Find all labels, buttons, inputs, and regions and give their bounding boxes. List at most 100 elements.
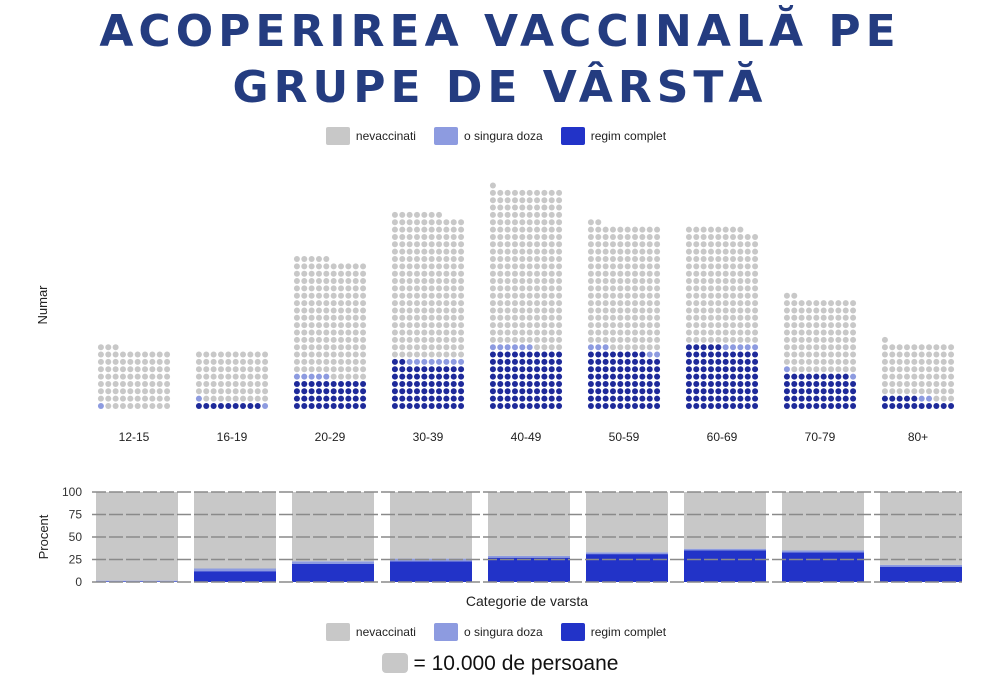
waffle-dot [737,373,744,380]
waffle-dot [842,344,849,351]
waffle-dot [722,285,729,292]
waffle-dot [391,373,398,380]
waffle-dot [595,329,602,336]
waffle-dot [315,322,322,329]
waffle-dot [391,241,398,248]
waffle-dot [308,314,315,321]
waffle-dot [504,248,511,255]
waffle-dot [609,270,616,277]
waffle-dot [436,263,443,270]
waffle-dot [519,322,526,329]
waffle-dot [609,366,616,373]
waffle-dot [896,358,903,365]
waffle-dot [654,248,661,255]
waffle-dot [918,358,925,365]
waffle-dot [737,380,744,387]
waffle-dot [730,344,737,351]
waffle-dot [685,300,692,307]
waffle-dot [399,285,406,292]
waffle-dot [744,395,751,402]
waffle-dot [896,380,903,387]
waffle-dot [97,366,104,373]
waffle-dot [722,263,729,270]
waffle-dot [254,373,261,380]
waffle-dot [602,278,609,285]
waffle-dot [293,329,300,336]
waffle-dot [737,366,744,373]
waffle-dot [617,336,624,343]
waffle-dot [330,358,337,365]
waffle-dot [406,263,413,270]
waffle-dot [526,380,533,387]
waffle-dot [556,278,563,285]
waffle-dot [646,380,653,387]
waffle-dot [632,336,639,343]
waffle-dot [850,358,857,365]
waffle-dot [247,373,254,380]
waffle-dot [700,270,707,277]
waffle-dot [707,358,714,365]
waffle-dot [534,403,541,409]
waffle-dot [134,388,141,395]
waffle-dot [722,403,729,409]
waffle-dot [602,263,609,270]
waffle-dot [458,336,465,343]
waffle-dot [436,285,443,292]
legend-item-single-dose: o singura doza [433,623,543,641]
waffle-dot [156,395,163,402]
waffle-dot [360,263,367,270]
waffle-dot [752,314,759,321]
waffle-dot [646,322,653,329]
waffle-dot [835,300,842,307]
waffle-dot [232,358,239,365]
waffle-dot [783,322,790,329]
waffle-dot [330,329,337,336]
waffle-dot [617,351,624,358]
waffle-dot [127,403,134,409]
waffle-dot [127,380,134,387]
waffle-dot [541,263,548,270]
waffle-dot [504,292,511,299]
waffle-dot [722,292,729,299]
waffle-dot [225,403,232,409]
waffle-dot [247,388,254,395]
waffle-dot [617,380,624,387]
waffle-dot [744,344,751,351]
waffle-dot [413,211,420,218]
waffle-dot [685,344,692,351]
waffle-dot [889,395,896,402]
waffle-dot [646,388,653,395]
waffle-dot [338,300,345,307]
waffle-dot [639,388,646,395]
waffle-dot [587,322,594,329]
waffle-dot [744,366,751,373]
waffle-dot [646,226,653,233]
waffle-dot [534,358,541,365]
waffle-dot [632,314,639,321]
waffle-dot [352,403,359,409]
waffle-dot [195,395,202,402]
waffle-dot [926,403,933,409]
waffle-dot [406,211,413,218]
waffle-dot [693,403,700,409]
waffle-dot [391,366,398,373]
waffle-dot [595,344,602,351]
waffle-dot [828,314,835,321]
waffle-dot [639,285,646,292]
waffle-dot [752,256,759,262]
waffle-dot [225,351,232,358]
waffle-dot [127,351,134,358]
waffle-dot [700,233,707,240]
waffle-dot [646,314,653,321]
waffle-dot [632,329,639,336]
waffle-xtick-label: 60-69 [707,430,738,444]
bar-segment-30-39-regim-complet [390,561,472,582]
waffle-dot [737,344,744,351]
waffle-dot [835,344,842,351]
waffle-dot [391,395,398,402]
waffle-dot [602,403,609,409]
waffle-dot [149,358,156,365]
waffle-dot [693,248,700,255]
waffle-dot [609,241,616,248]
waffle-dot [911,403,918,409]
